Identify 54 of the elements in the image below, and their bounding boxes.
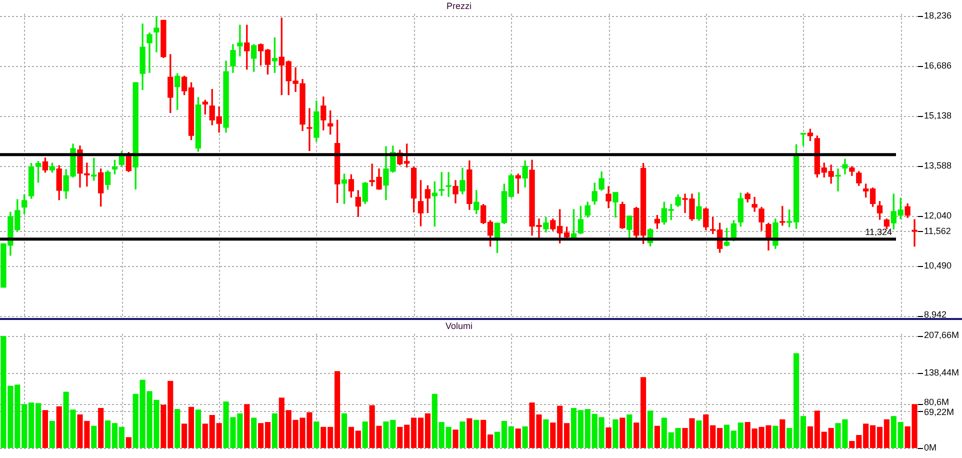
bar	[272, 413, 278, 448]
candlestick	[154, 16, 160, 52]
bar	[126, 437, 132, 448]
candlestick	[306, 108, 312, 152]
bar	[460, 421, 466, 448]
bar	[620, 418, 626, 448]
bar	[49, 420, 55, 448]
bar	[56, 406, 62, 448]
y-tick-label: 0M	[924, 442, 937, 452]
bar	[626, 414, 632, 448]
y-tick-label: 8,942	[924, 309, 947, 320]
chart-title: Prezzi	[446, 0, 472, 11]
ref-line-label: 11,324	[865, 227, 892, 238]
bar	[654, 426, 660, 448]
y-tick-label: 138,44M	[924, 368, 960, 378]
y-tick-label: 18,236	[924, 10, 952, 20]
bar	[522, 426, 528, 448]
y-tick-label: 11,562	[924, 226, 951, 236]
chart-title: Volumi	[445, 320, 473, 331]
bar	[98, 408, 104, 448]
candlestick	[752, 196, 758, 212]
bar	[780, 419, 786, 448]
y-tick-label: 207,66M	[924, 330, 960, 340]
bar	[251, 418, 257, 448]
candlestick	[446, 172, 452, 197]
bar	[174, 409, 180, 448]
y-tick-label: 10,490	[924, 260, 952, 270]
candlestick	[237, 24, 243, 56]
y-tick-label: 15,138	[924, 110, 952, 120]
bar	[612, 419, 618, 448]
bar	[362, 421, 368, 448]
bar	[466, 418, 472, 448]
bar	[42, 410, 48, 448]
y-tick-label: 69,22M	[924, 406, 954, 417]
y-tick-label: 16,686	[924, 60, 952, 70]
bar	[606, 427, 612, 448]
bar	[474, 420, 480, 448]
y-tick-label: 12,040	[924, 210, 952, 220]
bar	[696, 420, 702, 448]
bar	[244, 404, 250, 448]
candlestick	[146, 32, 152, 73]
bar	[515, 428, 521, 448]
bar	[195, 410, 201, 448]
bar	[314, 421, 320, 448]
bar	[452, 430, 458, 448]
candlestick	[835, 168, 841, 192]
candlestick	[84, 162, 90, 187]
y-tick-label: 13,588	[924, 160, 952, 170]
bar	[772, 426, 778, 448]
bar	[341, 413, 348, 448]
y-tick-label: 80,6M	[924, 396, 950, 407]
bar	[91, 426, 97, 448]
bar	[647, 410, 654, 448]
bar	[543, 419, 549, 448]
